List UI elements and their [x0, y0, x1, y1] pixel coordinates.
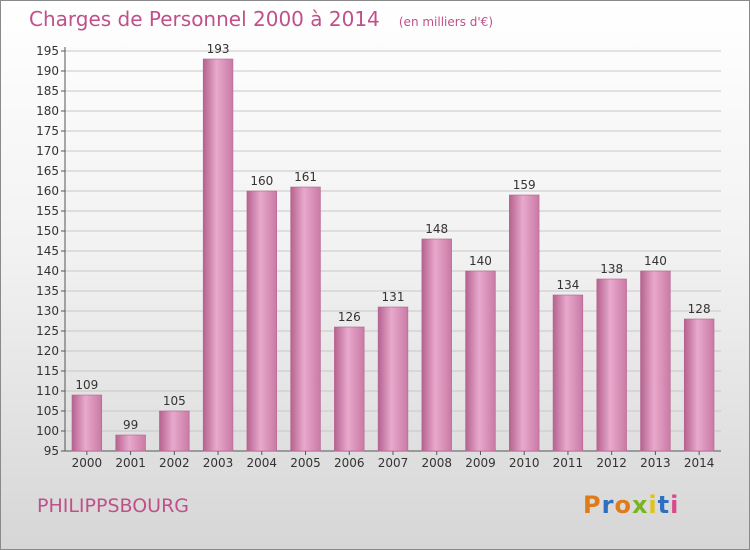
logo-letter: i — [648, 491, 658, 519]
logo-letter: r — [601, 491, 615, 519]
y-tick-label: 115 — [36, 364, 59, 378]
bar — [377, 306, 409, 452]
data-label: 134 — [556, 278, 579, 292]
data-label: 131 — [382, 290, 405, 304]
title-row: Charges de Personnel 2000 à 2014 (en mil… — [29, 7, 493, 31]
y-tick-label: 130 — [36, 304, 59, 318]
data-label: 128 — [688, 302, 711, 316]
chart-title: Charges de Personnel 2000 à 2014 — [29, 7, 380, 31]
y-tick-label: 155 — [36, 204, 59, 218]
data-label: 140 — [644, 254, 667, 268]
city-name: PHILIPPSBOURG — [37, 495, 189, 517]
bar — [115, 434, 146, 452]
data-label: 160 — [250, 174, 273, 188]
y-tick-label: 110 — [36, 384, 59, 398]
bar — [552, 294, 584, 452]
bar — [683, 318, 715, 452]
x-tick-label: 2001 — [115, 456, 146, 470]
x-tick-label: 2002 — [159, 456, 190, 470]
bar — [290, 186, 321, 452]
y-tick-label: 190 — [36, 64, 59, 78]
y-tick-label: 175 — [36, 124, 59, 138]
y-tick-label: 185 — [36, 84, 59, 98]
data-label: 193 — [207, 42, 230, 56]
y-tick-label: 150 — [36, 224, 59, 238]
x-tick-label: 2011 — [553, 456, 584, 470]
logo-letter: t — [657, 491, 671, 519]
x-tick-label: 2007 — [378, 456, 409, 470]
x-tick-label: 2014 — [684, 456, 715, 470]
data-label: 148 — [425, 222, 448, 236]
x-tick-label: 2005 — [290, 456, 321, 470]
x-tick-label: 2012 — [596, 456, 627, 470]
bar — [202, 58, 234, 452]
y-tick-label: 125 — [36, 324, 59, 338]
bar — [421, 238, 452, 452]
bar — [71, 394, 103, 452]
data-label: 105 — [163, 394, 186, 408]
y-tick-label: 135 — [36, 284, 59, 298]
x-tick-label: 2008 — [421, 456, 452, 470]
data-label: 159 — [513, 178, 536, 192]
data-label: 99 — [123, 418, 138, 432]
bar — [334, 326, 365, 452]
y-tick-label: 95 — [44, 444, 59, 458]
bar — [159, 410, 190, 452]
y-tick-label: 165 — [36, 164, 59, 178]
x-tick-label: 2000 — [72, 456, 103, 470]
logo-letter: x — [631, 491, 649, 519]
x-tick-label: 2009 — [465, 456, 496, 470]
logo-letter: P — [583, 491, 602, 519]
data-label: 161 — [294, 170, 317, 184]
data-label: 109 — [75, 378, 98, 392]
y-tick-label: 105 — [36, 404, 59, 418]
bar — [596, 278, 627, 452]
chart-subtitle: (en milliers d'€) — [398, 15, 493, 29]
data-label: 140 — [469, 254, 492, 268]
bars — [71, 58, 715, 452]
bar — [465, 270, 496, 452]
y-tick-label: 195 — [36, 44, 59, 58]
proxiti-logo[interactable]: Proxiti — [583, 491, 679, 519]
x-tick-label: 2003 — [203, 456, 234, 470]
x-tick-label: 2010 — [509, 456, 540, 470]
y-tick-label: 170 — [36, 144, 59, 158]
y-tick-label: 160 — [36, 184, 59, 198]
logo-letter: i — [670, 491, 680, 519]
y-tick-label: 180 — [36, 104, 59, 118]
data-labels: 109 99 105 193 160 161 126 131 148 140 159 134 138 14… — [75, 42, 710, 432]
y-tick-label: 120 — [36, 344, 59, 358]
logo-letter: o — [614, 491, 632, 519]
y-tick-label: 145 — [36, 244, 59, 258]
x-tick-label: 2013 — [640, 456, 671, 470]
bar — [246, 190, 277, 452]
data-label: 138 — [600, 262, 623, 276]
x-tick-label: 2004 — [247, 456, 278, 470]
y-tick-label: 140 — [36, 264, 59, 278]
bar — [509, 194, 540, 452]
bar — [640, 270, 671, 452]
x-tick-label: 2006 — [334, 456, 365, 470]
y-tick-label: 100 — [36, 424, 59, 438]
data-label: 126 — [338, 310, 361, 324]
